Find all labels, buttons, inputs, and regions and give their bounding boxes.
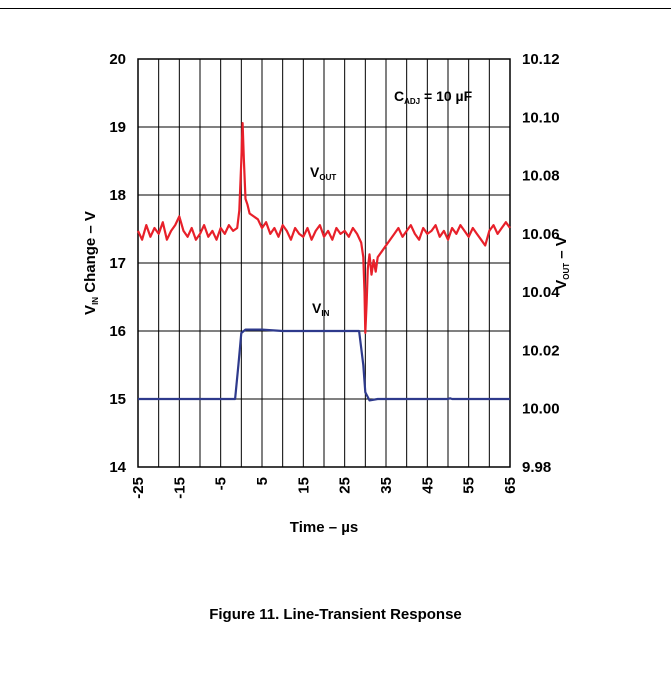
left-tick-label: 18 <box>109 187 126 204</box>
x-tick-labels: -25 -15 -5 5 15 25 35 45 55 65 <box>130 477 519 499</box>
right-tick-label: 10.00 <box>522 401 560 418</box>
x-tick-label: -15 <box>171 477 188 499</box>
left-tick-label: 16 <box>109 323 126 340</box>
right-tick-label: 10.10 <box>522 109 560 126</box>
left-tick-label: 14 <box>109 459 126 476</box>
vin-series-line <box>138 328 510 402</box>
top-rule <box>0 8 671 9</box>
left-tick-labels: 14 15 16 17 18 19 20 <box>109 51 126 476</box>
x-tick-label: 15 <box>295 477 312 494</box>
right-tick-label: 10.12 <box>522 51 560 68</box>
right-tick-labels: 9.98 10.00 10.02 10.04 10.06 10.08 10.10 10.12 <box>522 51 560 476</box>
left-axis-title: VIN Change – V <box>82 211 100 315</box>
right-tick-label: 9.98 <box>522 459 551 476</box>
right-tick-label: 10.02 <box>522 342 560 359</box>
right-tick-label: 10.08 <box>522 168 560 185</box>
x-tick-label: 65 <box>502 477 519 494</box>
x-tick-label: 35 <box>378 477 395 494</box>
line-transient-chart: 14 15 16 17 18 19 20 9.98 10.00 10.02 10.04 10.06 1… <box>82 51 571 536</box>
left-tick-label: 20 <box>109 51 126 68</box>
x-axis-title: Time – µs <box>290 519 358 536</box>
right-axis-title: VOUT – V <box>553 236 571 290</box>
x-tick-label: 55 <box>461 477 478 494</box>
plot-frame <box>137 58 511 468</box>
left-tick-label: 19 <box>109 119 126 136</box>
series-layer <box>137 121 511 402</box>
figure-caption: Figure 11. Line-Transient Response <box>209 606 462 623</box>
x-tick-label: 25 <box>337 477 354 494</box>
x-tick-label: 5 <box>254 477 271 485</box>
x-tick-label: -5 <box>213 477 230 490</box>
vout-series-line <box>137 121 511 334</box>
right-tick-label: 10.06 <box>522 226 560 243</box>
x-tick-label: 45 <box>419 477 436 494</box>
x-tick-label: -25 <box>130 477 147 499</box>
left-tick-label: 15 <box>109 391 126 408</box>
right-tick-label: 10.04 <box>522 284 560 301</box>
cadj-annotation: CADJ = 10 µF <box>394 88 473 106</box>
vout-series-label: VOUT <box>310 164 336 182</box>
left-tick-label: 17 <box>109 255 126 272</box>
vin-series-label: VIN <box>312 300 330 318</box>
